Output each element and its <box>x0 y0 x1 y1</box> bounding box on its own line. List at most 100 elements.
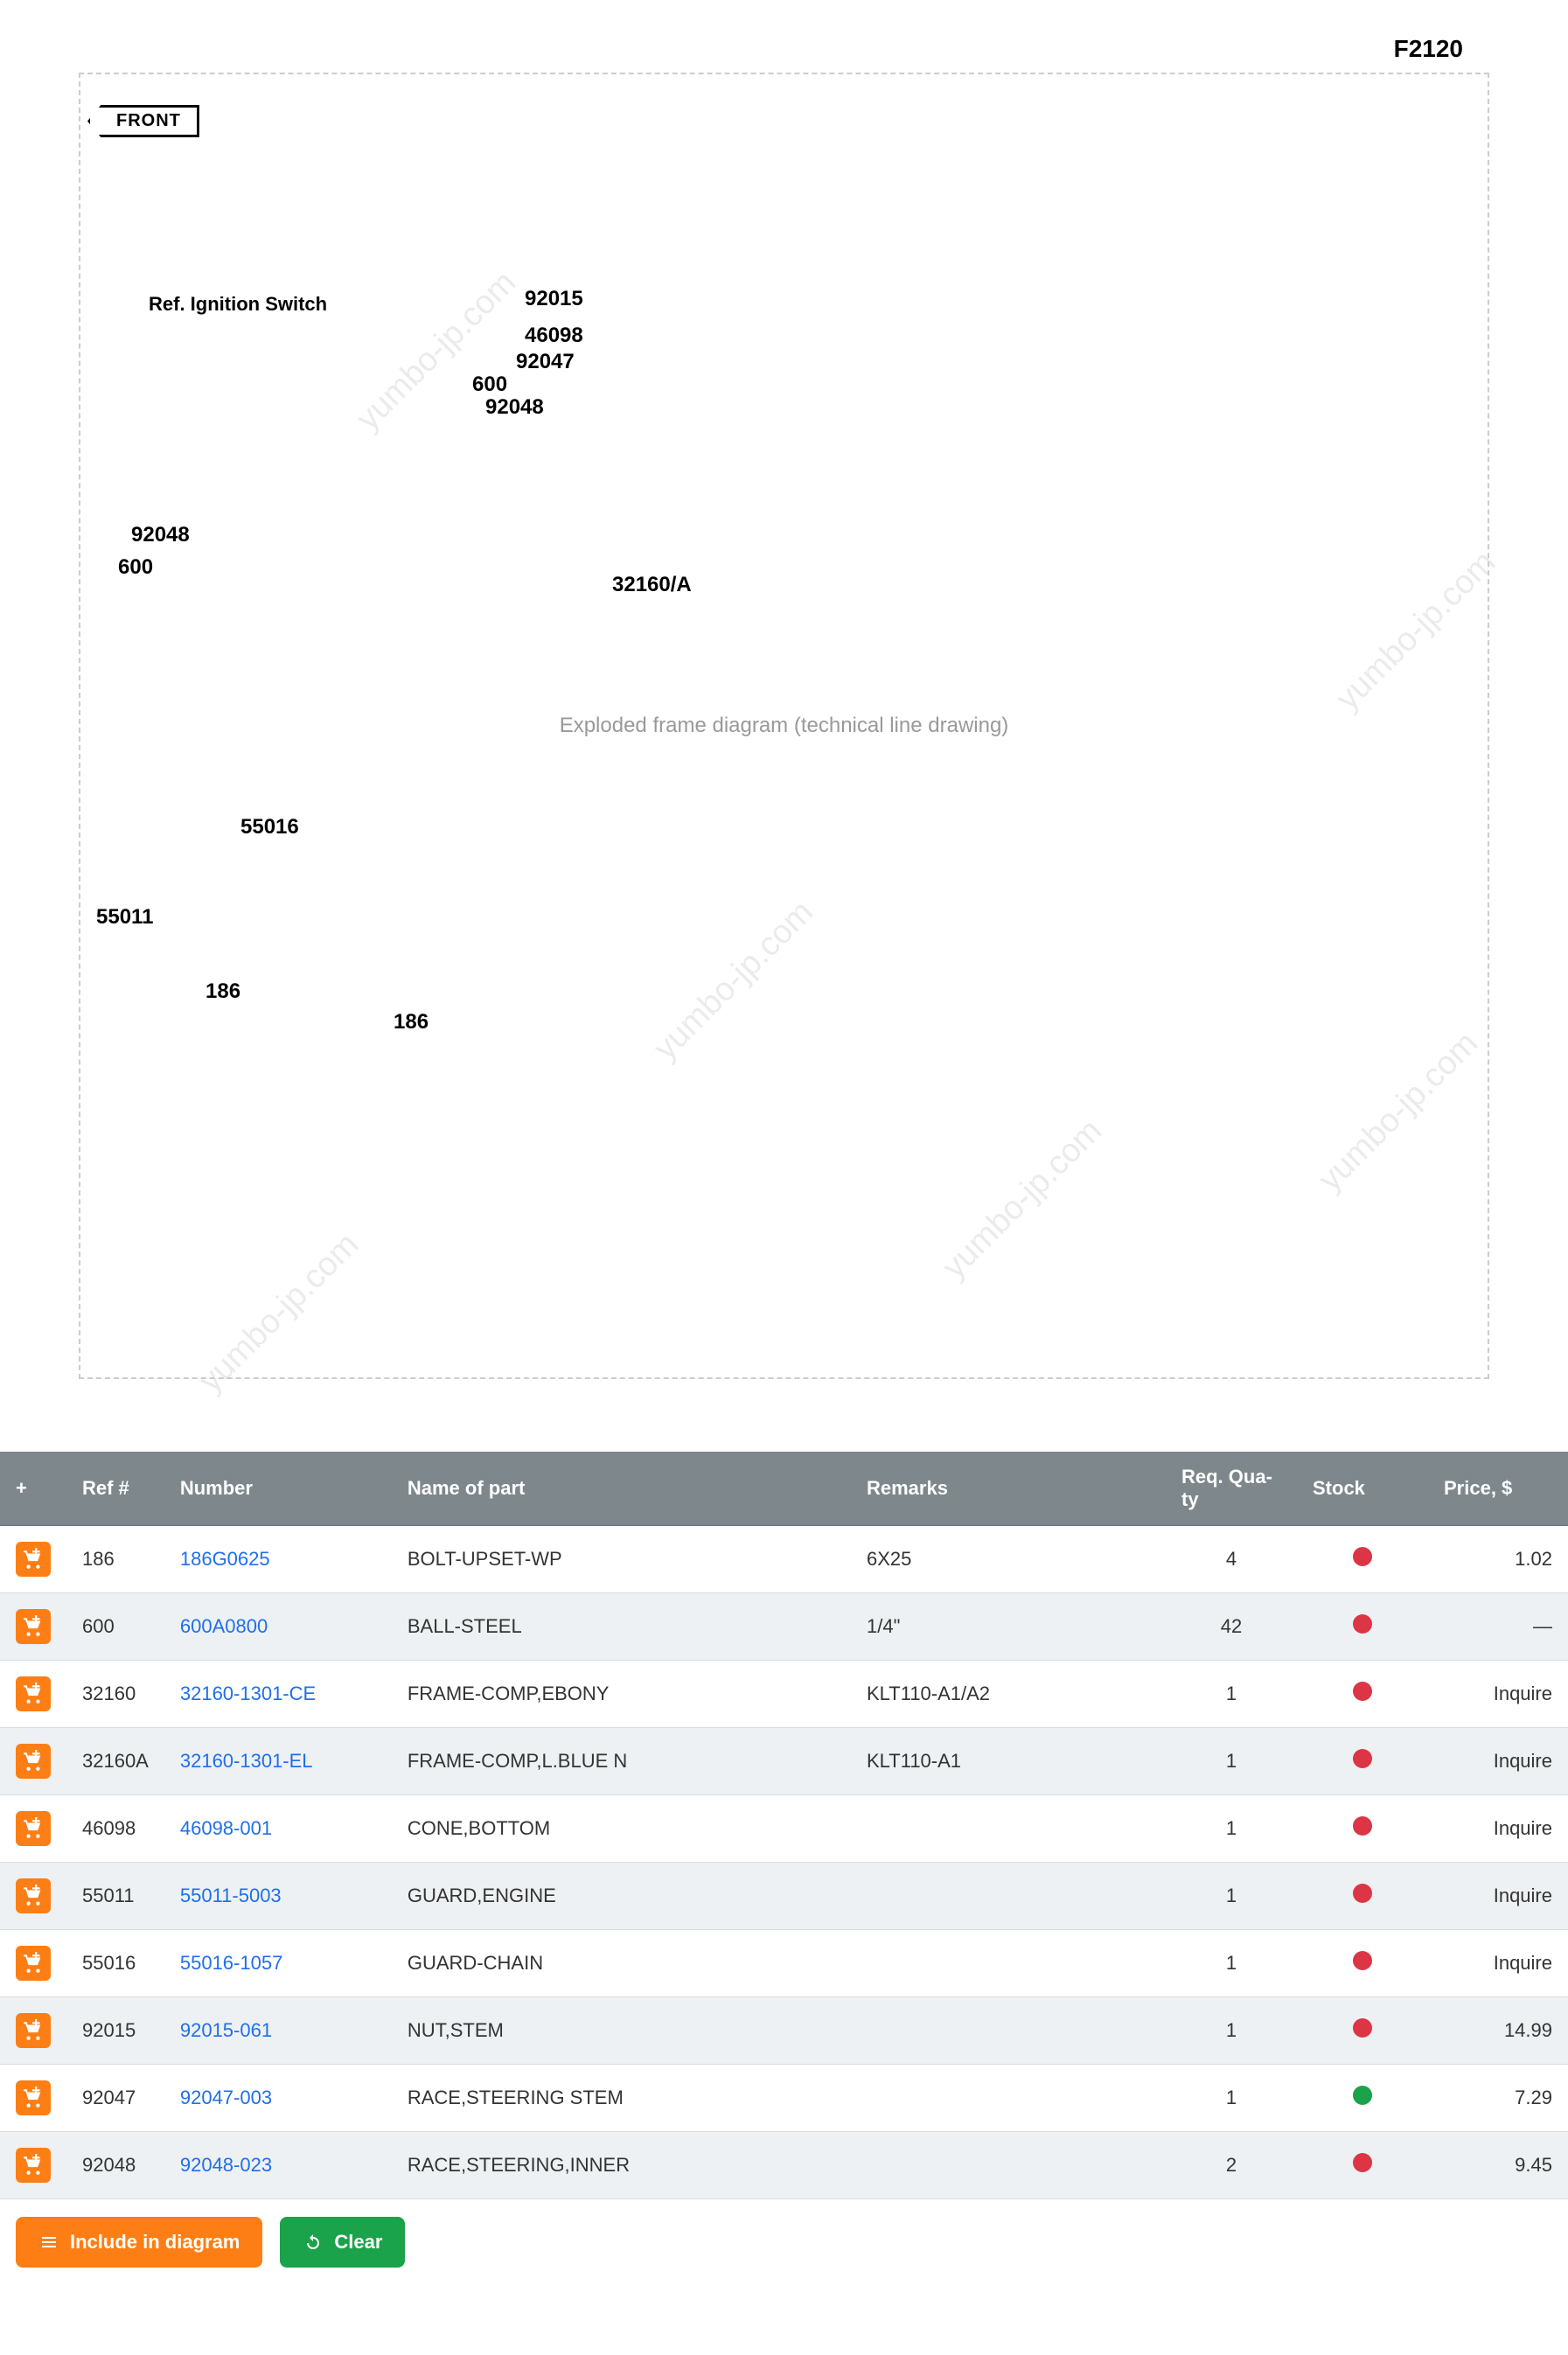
cell-price: 7.29 <box>1428 2065 1568 2132</box>
cell-remarks <box>851 2132 1166 2199</box>
stock-indicator <box>1353 1884 1372 1903</box>
cell-price: Inquire <box>1428 1930 1568 1997</box>
cart-plus-icon <box>22 1750 45 1773</box>
stock-indicator <box>1353 2086 1372 2105</box>
stock-indicator <box>1353 1951 1372 1970</box>
table-row: 9204892048-023RACE,STEERING,INNER29.45 <box>0 2132 1568 2199</box>
cell-price: — <box>1428 1593 1568 1661</box>
cart-plus-icon <box>22 1952 45 1975</box>
cell-remarks: KLT110-A1 <box>851 1728 1166 1795</box>
add-to-cart-button[interactable] <box>16 1676 51 1711</box>
cell-req-qty: 1 <box>1166 1661 1297 1728</box>
part-number-link[interactable]: 55016-1057 <box>180 1952 282 1974</box>
add-to-cart-button[interactable] <box>16 1878 51 1913</box>
add-to-cart-button[interactable] <box>16 2080 51 2115</box>
cell-req-qty: 1 <box>1166 1930 1297 1997</box>
cell-ref: 32160 <box>66 1661 164 1728</box>
stock-indicator <box>1353 1749 1372 1768</box>
table-row: 4609846098-001CONE,BOTTOM1Inquire <box>0 1795 1568 1863</box>
add-to-cart-button[interactable] <box>16 1744 51 1779</box>
col-header-number: Number <box>164 1452 392 1526</box>
cell-name: NUT,STEM <box>392 1997 851 2065</box>
clear-button[interactable]: Clear <box>280 2217 405 2268</box>
cell-remarks <box>851 1795 1166 1863</box>
cell-price: 1.02 <box>1428 1526 1568 1593</box>
cell-name: CONE,BOTTOM <box>392 1795 851 1863</box>
part-number-link[interactable]: 32160-1301-EL <box>180 1750 313 1772</box>
cell-remarks <box>851 2065 1166 2132</box>
stock-indicator <box>1353 2153 1372 2172</box>
cell-ref: 55016 <box>66 1930 164 1997</box>
cell-remarks: 1/4" <box>851 1593 1166 1661</box>
part-number-link[interactable]: 92048-023 <box>180 2154 272 2176</box>
stock-indicator <box>1353 1816 1372 1836</box>
refresh-icon <box>303 2232 324 2253</box>
list-icon <box>38 2232 59 2253</box>
parts-table: + Ref # Number Name of part Remarks Req.… <box>0 1452 1568 2199</box>
table-row: 55016 55016-1057 GUARD-CHAIN 1 Inquire <box>0 1930 1568 1997</box>
clear-button-label: Clear <box>334 2231 382 2254</box>
add-to-cart-button[interactable] <box>16 1542 51 1577</box>
cell-name: FRAME-COMP,EBONY <box>392 1661 851 1728</box>
col-header-remarks: Remarks <box>851 1452 1166 1526</box>
cell-req-qty: 1 <box>1166 1795 1297 1863</box>
part-number-link[interactable]: 92015-061 <box>180 2019 272 2041</box>
cell-ref: 92048 <box>66 2132 164 2199</box>
col-header-req: Req. Qua-ty <box>1166 1452 1297 1526</box>
cell-req-qty: 2 <box>1166 2132 1297 2199</box>
cell-ref: 186 <box>66 1526 164 1593</box>
table-row: 600600A0800BALL-STEEL1/4"42— <box>0 1593 1568 1661</box>
cell-remarks <box>851 1930 1166 1997</box>
stock-indicator <box>1353 1547 1372 1566</box>
add-to-cart-button[interactable] <box>16 1946 51 1981</box>
col-header-price: Price, $ <box>1428 1452 1568 1526</box>
cell-req-qty: 4 <box>1166 1526 1297 1593</box>
cart-plus-icon <box>22 2019 45 2042</box>
cell-req-qty: 1 <box>1166 1863 1297 1930</box>
cart-plus-icon <box>22 1615 45 1638</box>
cell-req-qty: 1 <box>1166 2065 1297 2132</box>
stock-indicator <box>1353 1682 1372 1701</box>
col-header-stock: Stock <box>1297 1452 1428 1526</box>
cart-plus-icon <box>22 2154 45 2177</box>
table-row: 32160 32160-1301-CE FRAME-COMP,EBONYKLT110… <box>0 1661 1568 1728</box>
cell-ref: 46098 <box>66 1795 164 1863</box>
add-to-cart-button[interactable] <box>16 2148 51 2183</box>
cell-name: GUARD-CHAIN <box>392 1930 851 1997</box>
cell-price: Inquire <box>1428 1863 1568 1930</box>
table-row: 9201592015-061NUT,STEM114.99 <box>0 1997 1568 2065</box>
cell-price: Inquire <box>1428 1728 1568 1795</box>
part-number-link[interactable]: 55011-5003 <box>180 1885 282 1906</box>
cell-ref: 55011 <box>66 1863 164 1930</box>
cell-name: RACE,STEERING STEM <box>392 2065 851 2132</box>
part-number-link[interactable]: 92047-003 <box>180 2087 272 2108</box>
include-button-label: Include in diagram <box>70 2231 240 2254</box>
part-number-link[interactable]: 46098-001 <box>180 1817 272 1839</box>
table-row: 32160A32160-1301-ELFRAME-COMP,L.BLUE NKL… <box>0 1728 1568 1795</box>
cell-price: 9.45 <box>1428 2132 1568 2199</box>
cell-ref: 92015 <box>66 1997 164 2065</box>
col-header-add: + <box>0 1452 66 1526</box>
col-header-name: Name of part <box>392 1452 851 1526</box>
cell-name: FRAME-COMP,L.BLUE N <box>392 1728 851 1795</box>
part-number-link[interactable]: 32160-1301-CE <box>180 1683 316 1704</box>
cell-remarks: 6X25 <box>851 1526 1166 1593</box>
add-to-cart-button[interactable] <box>16 1609 51 1644</box>
cell-req-qty: 1 <box>1166 1728 1297 1795</box>
cell-req-qty: 42 <box>1166 1593 1297 1661</box>
diagram-code-label: F2120 <box>1394 35 1463 63</box>
cell-remarks: KLT110-A1/A2 <box>851 1661 1166 1728</box>
cell-name: BALL-STEEL <box>392 1593 851 1661</box>
table-row: 9204792047-003RACE,STEERING STEM17.29 <box>0 2065 1568 2132</box>
part-number-link[interactable]: 600A0800 <box>180 1615 268 1637</box>
add-to-cart-button[interactable] <box>16 2013 51 2048</box>
cart-plus-icon <box>22 1548 45 1571</box>
cell-remarks <box>851 1997 1166 2065</box>
table-row: 186186G0625BOLT-UPSET-WP6X2541.02 <box>0 1526 1568 1593</box>
include-in-diagram-button[interactable]: Include in diagram <box>16 2217 262 2268</box>
cart-plus-icon <box>22 1885 45 1907</box>
part-number-link[interactable]: 186G0625 <box>180 1548 270 1570</box>
diagram-placeholder-text: Exploded frame diagram (technical line d… <box>560 714 1009 738</box>
stock-indicator <box>1353 1614 1372 1634</box>
add-to-cart-button[interactable] <box>16 1811 51 1846</box>
